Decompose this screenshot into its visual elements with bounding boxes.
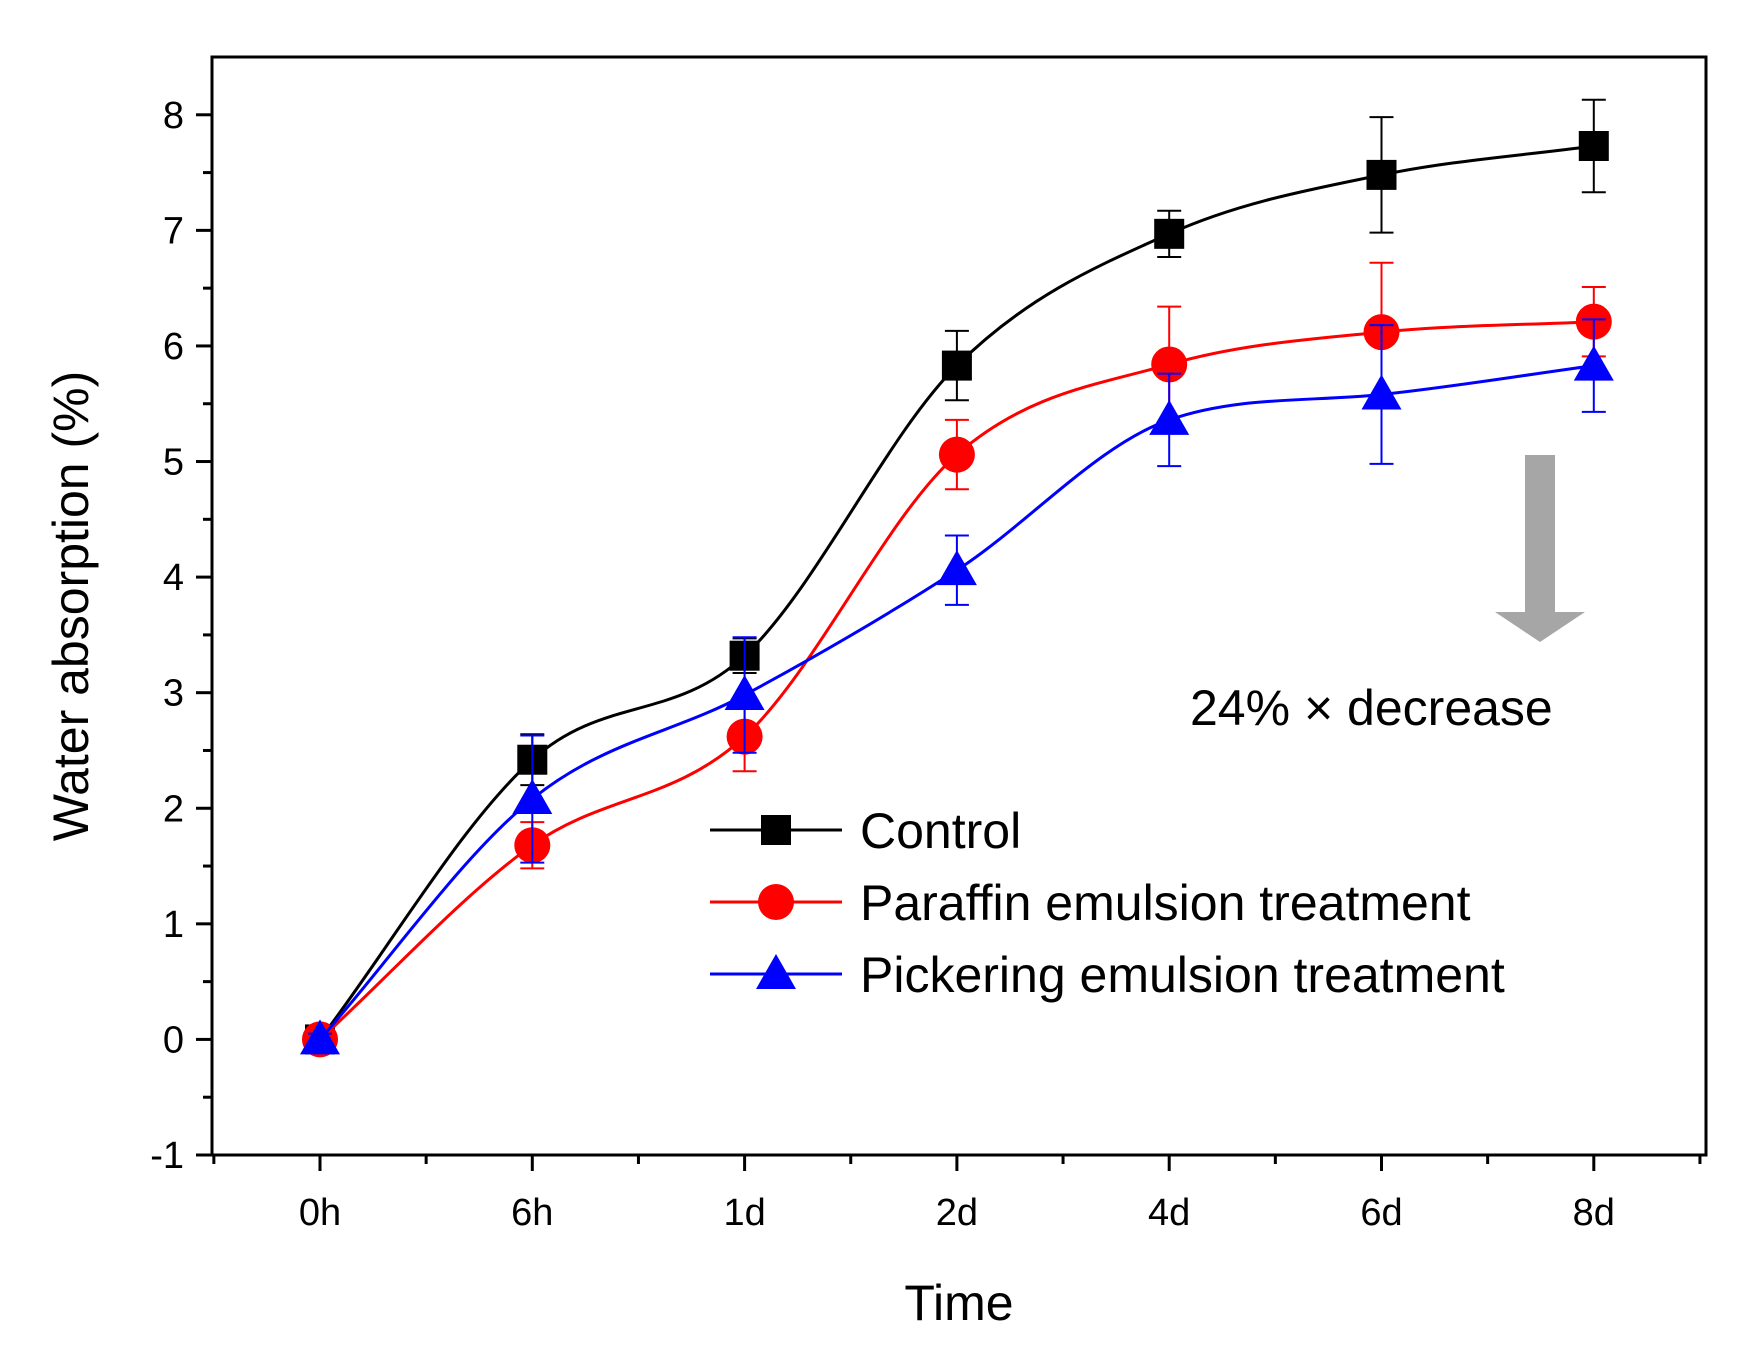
- data-point: [724, 674, 765, 710]
- x-tick-label: 1d: [723, 1192, 765, 1234]
- y-tick-label: 3: [163, 673, 184, 715]
- data-point: [941, 350, 972, 381]
- y-axis-title: Water absorption (%): [43, 371, 99, 842]
- legend-marker: [758, 884, 794, 920]
- decrease-annotation: 24% × decrease: [1190, 680, 1553, 736]
- y-tick-label: 7: [163, 210, 184, 252]
- x-tick-label: 4d: [1148, 1192, 1190, 1234]
- legend-marker: [756, 954, 796, 989]
- y-tick-label: 2: [163, 788, 184, 830]
- data-point: [1573, 345, 1614, 381]
- annotation-layer: 24% × decrease: [1190, 455, 1585, 736]
- data-point: [1149, 399, 1190, 435]
- data-point: [1361, 374, 1402, 410]
- data-point: [936, 550, 977, 586]
- data-point: [1366, 159, 1397, 190]
- data-point: [1154, 218, 1185, 249]
- plot-frame: [210, 55, 1708, 1157]
- x-tick-label: 2d: [936, 1192, 978, 1234]
- y-tick-label: 0: [163, 1019, 184, 1061]
- y-tick-label: 4: [163, 557, 184, 599]
- y-tick-label: 6: [163, 326, 184, 368]
- x-tick-label: 6h: [511, 1192, 553, 1234]
- x-tick-label: 0h: [299, 1192, 341, 1234]
- axes-layer: -1 0 1 2 3 4 5 6 7 8 0h 6h 1d 2d 4d 6d 8d: [150, 95, 1702, 1234]
- x-axis-title: Time: [904, 1275, 1013, 1331]
- x-tick-label: 6d: [1360, 1192, 1402, 1234]
- data-point: [300, 1019, 340, 1055]
- x-tick-label: 8d: [1573, 1192, 1615, 1234]
- legend-item: Control: [710, 803, 1021, 859]
- data-point: [512, 779, 553, 815]
- legend-label: Paraffin emulsion treatment: [860, 875, 1471, 931]
- y-tick-label: 1: [163, 904, 184, 946]
- y-tick-label: 8: [163, 95, 184, 137]
- legend-item: Pickering emulsion treatment: [710, 947, 1505, 1003]
- decrease-arrow: [1495, 455, 1585, 642]
- data-point: [938, 436, 975, 473]
- series-pickering-emulsion-treatment: [300, 318, 1614, 1055]
- legend-marker: [761, 815, 791, 845]
- y-tick-label: -1: [150, 1135, 184, 1177]
- series-layer: [300, 98, 1614, 1058]
- y-tick-label: 5: [163, 442, 184, 484]
- legend-label: Control: [860, 803, 1021, 859]
- data-point: [1578, 130, 1609, 161]
- legend: Control Paraffin emulsion treatment Picker…: [710, 803, 1505, 1003]
- legend-label: Pickering emulsion treatment: [860, 947, 1505, 1003]
- legend-item: Paraffin emulsion treatment: [710, 875, 1471, 931]
